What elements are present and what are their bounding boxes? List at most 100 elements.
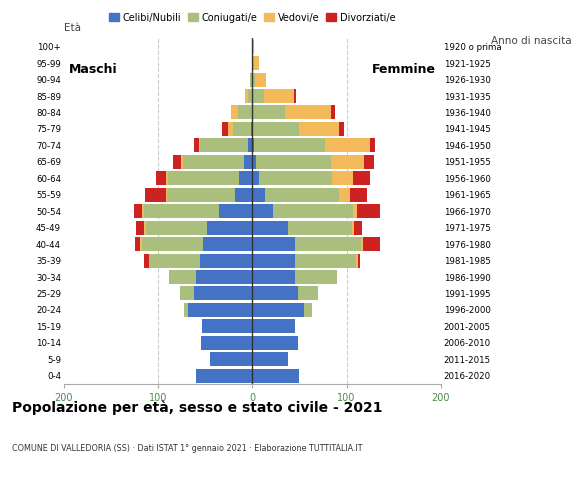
Bar <box>364 155 374 169</box>
Bar <box>361 237 362 251</box>
Bar <box>356 253 358 267</box>
Bar <box>299 122 339 136</box>
Bar <box>252 237 295 251</box>
Bar <box>210 352 252 366</box>
Bar <box>145 188 166 202</box>
Bar <box>201 253 252 267</box>
Bar <box>148 253 201 267</box>
Bar <box>196 270 252 284</box>
Bar <box>285 106 331 120</box>
Bar <box>304 303 311 317</box>
Bar <box>252 253 295 267</box>
Bar <box>252 56 254 70</box>
Bar <box>252 138 254 152</box>
Bar <box>252 221 288 235</box>
Bar <box>252 106 285 120</box>
Bar <box>370 138 375 152</box>
Bar <box>136 221 144 235</box>
Bar <box>228 122 233 136</box>
Bar <box>219 204 252 218</box>
Bar <box>353 204 357 218</box>
Bar <box>135 204 142 218</box>
Bar <box>332 171 353 185</box>
Bar <box>252 369 299 383</box>
Bar <box>252 171 259 185</box>
Bar <box>254 138 325 152</box>
Bar <box>207 221 252 235</box>
Bar <box>252 319 295 334</box>
Bar <box>245 89 248 103</box>
Bar <box>358 253 360 267</box>
Bar <box>144 204 219 218</box>
Bar <box>156 171 166 185</box>
Bar <box>194 287 252 300</box>
Bar <box>194 138 198 152</box>
Bar <box>238 106 252 120</box>
Bar <box>140 237 142 251</box>
Bar <box>295 270 337 284</box>
Bar <box>235 188 252 202</box>
Bar <box>142 237 203 251</box>
Bar <box>196 369 252 383</box>
Bar <box>202 319 252 334</box>
Bar <box>266 188 339 202</box>
Bar <box>146 221 207 235</box>
Bar <box>239 171 252 185</box>
Bar <box>353 171 370 185</box>
Bar <box>252 270 295 284</box>
Bar <box>166 171 168 185</box>
Bar <box>168 171 239 185</box>
Bar <box>222 122 228 136</box>
Bar <box>166 188 168 202</box>
Bar <box>252 352 288 366</box>
Text: COMUNE DI VALLEDORIA (SS) · Dati ISTAT 1° gennaio 2021 · Elaborazione TUTTITALIA: COMUNE DI VALLEDORIA (SS) · Dati ISTAT 1… <box>12 444 362 453</box>
Bar <box>201 138 248 152</box>
Bar <box>357 204 380 218</box>
Bar <box>231 106 238 120</box>
Bar <box>295 253 356 267</box>
Bar <box>248 138 252 152</box>
Bar <box>142 204 144 218</box>
Bar <box>263 89 293 103</box>
Bar <box>252 204 273 218</box>
Bar <box>252 287 298 300</box>
Bar <box>325 138 370 152</box>
Bar <box>198 138 201 152</box>
Bar <box>352 221 354 235</box>
Bar <box>252 336 298 350</box>
Bar <box>188 303 252 317</box>
Bar <box>293 89 296 103</box>
Bar <box>251 72 252 86</box>
Bar <box>273 204 353 218</box>
Legend: Celibi/Nubili, Coniugati/e, Vedovi/e, Divorziati/e: Celibi/Nubili, Coniugati/e, Vedovi/e, Di… <box>105 9 400 26</box>
Bar <box>252 40 254 54</box>
Bar <box>244 155 252 169</box>
Bar <box>248 89 252 103</box>
Text: Anno di nascita: Anno di nascita <box>491 36 571 46</box>
Bar <box>135 237 140 251</box>
Text: Femmine: Femmine <box>372 63 436 76</box>
Bar <box>184 303 188 317</box>
Text: Età: Età <box>64 24 81 34</box>
Bar <box>252 89 263 103</box>
Bar <box>259 171 332 185</box>
Bar <box>362 237 379 251</box>
Bar <box>168 188 235 202</box>
Bar <box>233 122 251 136</box>
Bar <box>331 106 335 120</box>
Bar <box>298 287 318 300</box>
Bar <box>252 303 304 317</box>
Bar <box>252 188 266 202</box>
Bar <box>288 221 352 235</box>
Bar <box>169 270 196 284</box>
Text: Popolazione per età, sesso e stato civile - 2021: Popolazione per età, sesso e stato civil… <box>12 401 382 415</box>
Bar <box>144 253 148 267</box>
Bar <box>354 221 362 235</box>
Bar <box>339 188 350 202</box>
Bar <box>183 155 244 169</box>
Bar <box>350 188 367 202</box>
Bar <box>144 221 146 235</box>
Bar <box>256 155 332 169</box>
Bar <box>203 237 252 251</box>
Text: Maschi: Maschi <box>68 63 117 76</box>
